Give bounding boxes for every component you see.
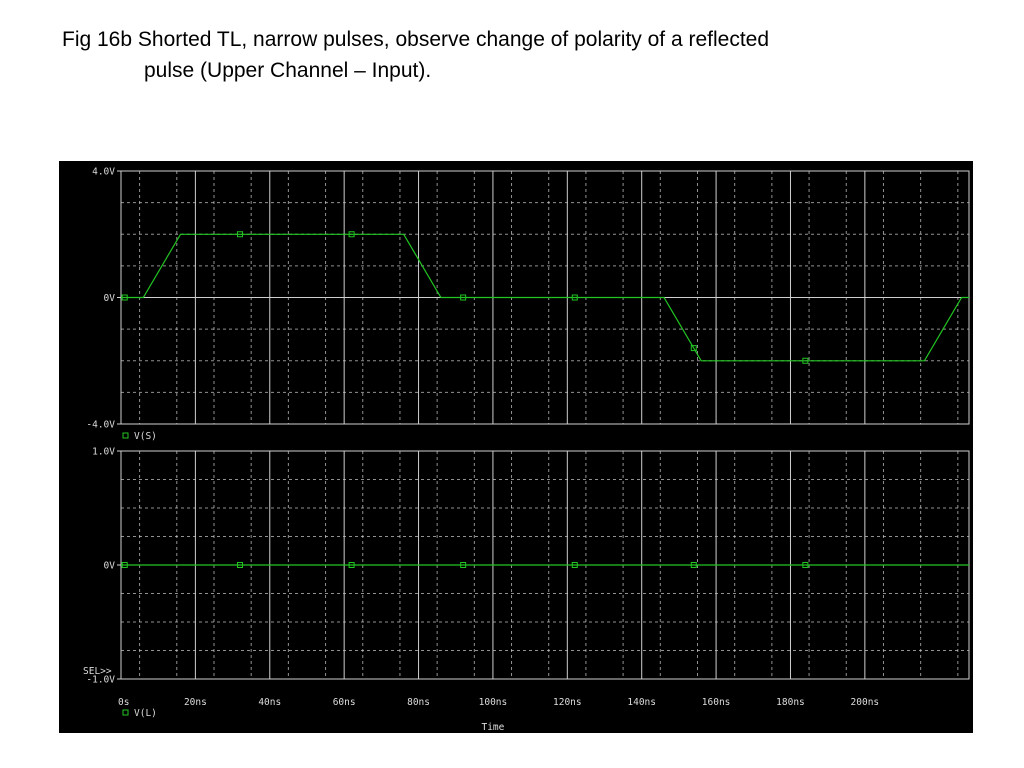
- lower-trace-marker: [460, 562, 467, 568]
- upper-trace-marker: [348, 231, 355, 238]
- lower-trace-marker: [571, 562, 578, 568]
- upper-trace-marker: [690, 345, 697, 352]
- lower-trace-marker: [690, 562, 697, 568]
- upper-y-tick-label: 4.0V: [92, 167, 115, 178]
- upper-legend-label: V(S): [134, 431, 157, 442]
- lower-legend-label: V(L): [134, 708, 157, 719]
- upper-y-tick-label: 0V: [104, 293, 116, 304]
- x-tick-label: 40ns: [258, 697, 281, 708]
- lower-trace-marker: [802, 562, 809, 568]
- upper-trace-marker: [802, 357, 809, 364]
- caption-line-1: Fig 16b Shorted TL, narrow pulses, obser…: [62, 28, 770, 51]
- upper-trace-marker: [571, 294, 578, 301]
- x-tick-label: 120ns: [553, 697, 582, 708]
- upper-trace-marker: [237, 231, 244, 238]
- lower-trace-marker: [121, 562, 128, 568]
- lower-panel-v-l: 1.0V 0V -1.0V V(L) SEL>>: [83, 447, 970, 719]
- plot-svg: 4.0V 0V -4.0V V(S) 1.0V 0V -1.0V V(L) SEL>> 0s 2…: [59, 161, 973, 733]
- x-tick-label: 20ns: [184, 697, 207, 708]
- upper-panel-v-s: 4.0V 0V -4.0V V(S): [86, 167, 970, 442]
- upper-legend-marker: [122, 432, 129, 439]
- x-axis-label: Time: [481, 722, 504, 733]
- upper-trace-marker: [121, 294, 128, 301]
- x-tick-label: 80ns: [407, 697, 430, 708]
- x-tick-label: 60ns: [333, 697, 356, 708]
- plot-background: [59, 161, 973, 733]
- figure-caption: Fig 16b Shorted TL, narrow pulses, obser…: [62, 24, 962, 86]
- upper-y-tick-label: -4.0V: [86, 420, 115, 431]
- caption-line-2: pulse (Upper Channel – Input).: [144, 59, 432, 82]
- x-tick-label: 200ns: [851, 697, 880, 708]
- lower-y-tick-label: 1.0V: [92, 447, 115, 458]
- x-tick-label: 0s: [118, 697, 129, 708]
- oscilloscope-plot: 4.0V 0V -4.0V V(S) 1.0V 0V -1.0V V(L) SEL>> 0s 2…: [59, 161, 973, 733]
- x-tick-label: 140ns: [627, 697, 656, 708]
- lower-legend-marker: [122, 709, 129, 716]
- sel-label: SEL>>: [83, 666, 112, 677]
- lower-trace-marker: [348, 562, 355, 568]
- time-axis: 0s 20ns 40ns 60ns 80ns 100ns 120ns 140ns 160ns 18…: [118, 697, 879, 733]
- lower-y-tick-label: 0V: [104, 561, 116, 572]
- x-tick-label: 180ns: [776, 697, 805, 708]
- upper-trace-marker: [460, 294, 467, 301]
- lower-trace-marker: [237, 562, 244, 568]
- x-tick-label: 100ns: [479, 697, 508, 708]
- upper-trace-vs: [121, 233, 969, 362]
- lower-y-tick-label: -1.0V: [86, 675, 115, 686]
- x-tick-label: 160ns: [702, 697, 731, 708]
